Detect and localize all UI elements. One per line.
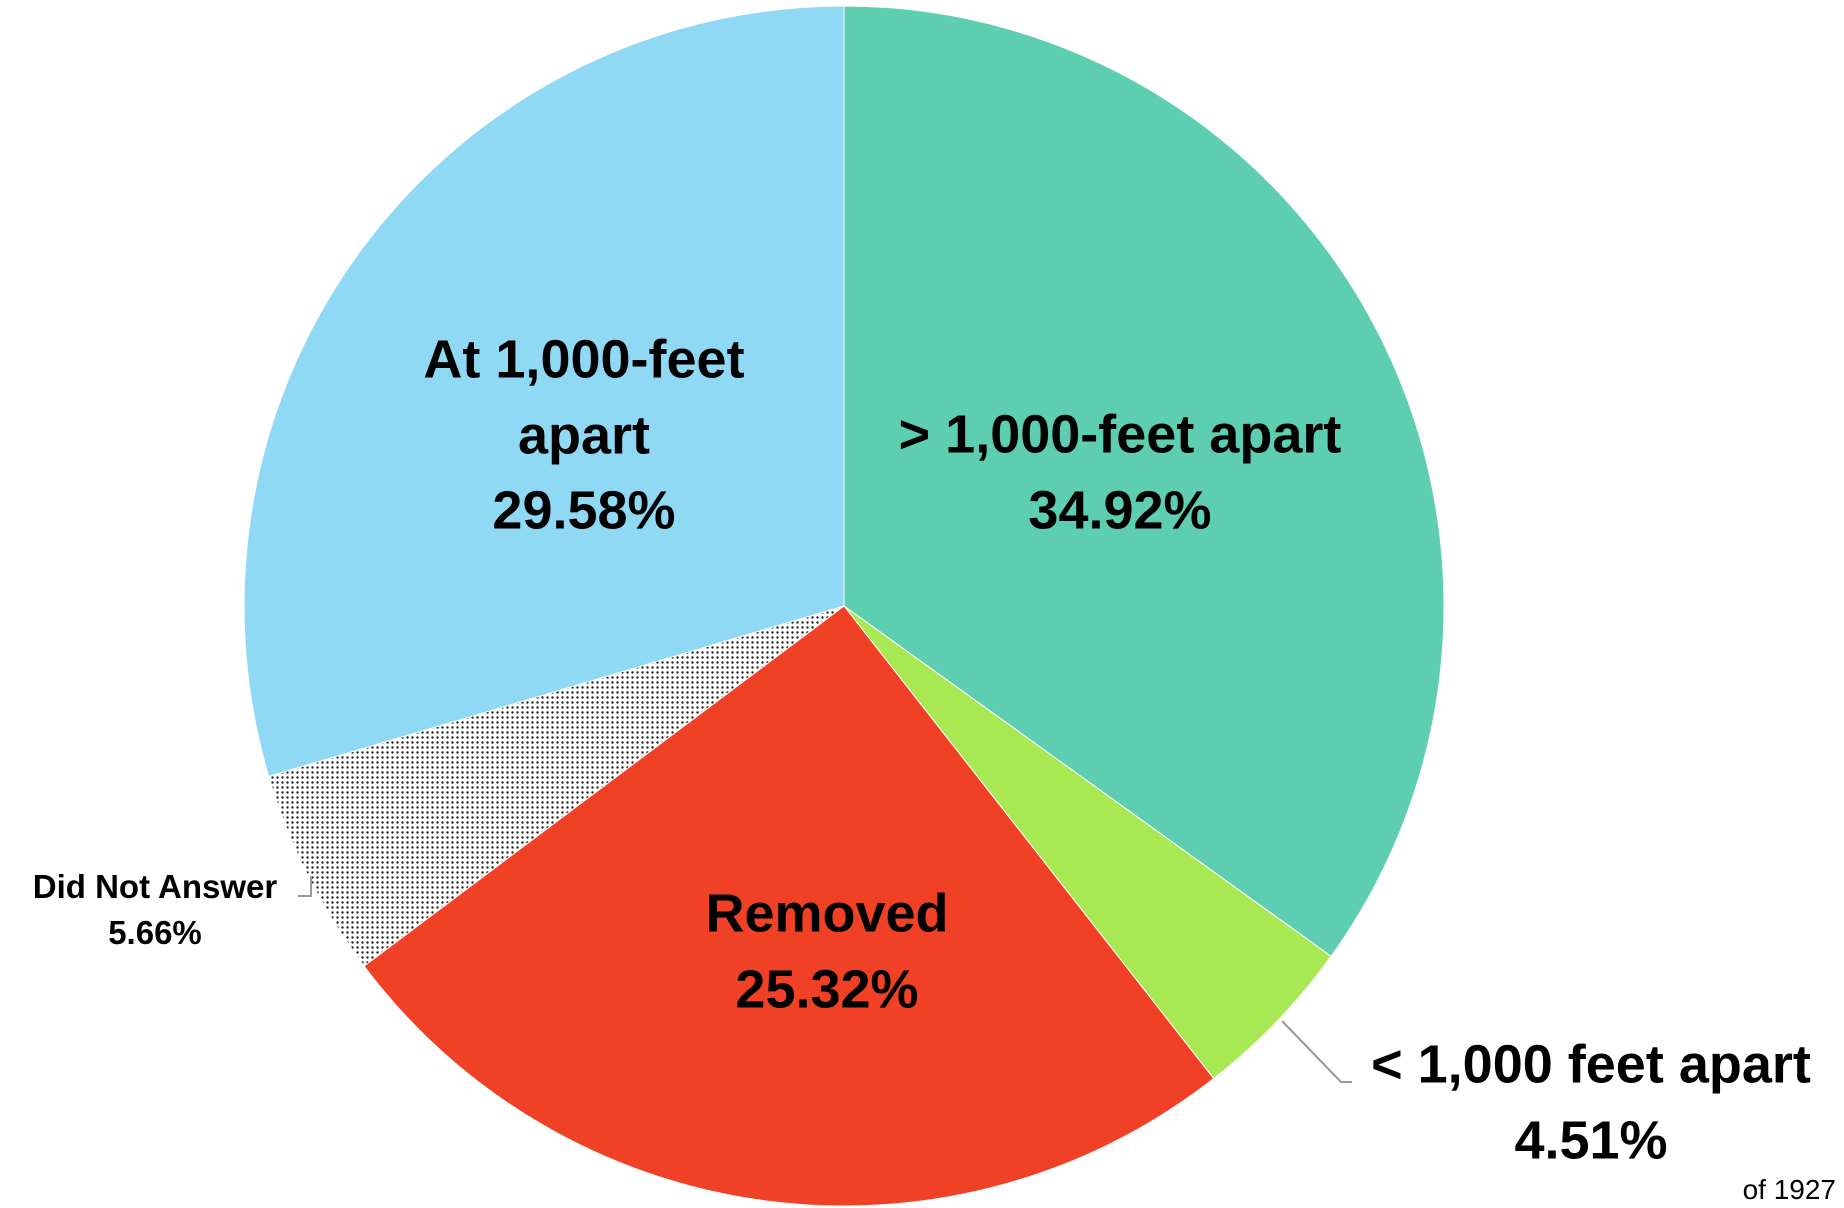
leader-line — [1281, 1020, 1352, 1083]
pie-slice — [843, 5, 1445, 958]
value-label: 5.66% — [108, 914, 202, 951]
category-label: At 1,000-feet apart — [423, 329, 745, 466]
pie-slice — [363, 605, 1215, 1207]
category-label: < 1,000 feet apart — [1371, 1034, 1811, 1095]
note: of 1927 — [1742, 1174, 1836, 1205]
slice-label: Did Not Answer 5.66% — [5, 864, 305, 956]
value-label: 25.32% — [735, 959, 919, 1019]
slice-label: > 1,000-feet apart 34.92% — [840, 397, 1400, 548]
category-label: > 1,000-feet apart — [898, 404, 1342, 465]
value-label: 34.92% — [1028, 480, 1212, 540]
category-label: Did Not Answer — [32, 867, 278, 905]
slice-label: < 1,000 feet apart 4.51% — [1331, 1027, 1844, 1178]
slice-label: At 1,000-feet apart 29.58% — [394, 323, 774, 550]
value-label: 29.58% — [492, 480, 676, 541]
category-label: Removed — [705, 883, 949, 944]
slice-label: Removed 25.32% — [627, 876, 1027, 1027]
pie-slice — [243, 5, 845, 778]
value-label: 4.51% — [1514, 1110, 1668, 1170]
leader-line — [298, 876, 312, 897]
pie-slice — [268, 605, 845, 967]
pie-slice — [843, 605, 1332, 1080]
